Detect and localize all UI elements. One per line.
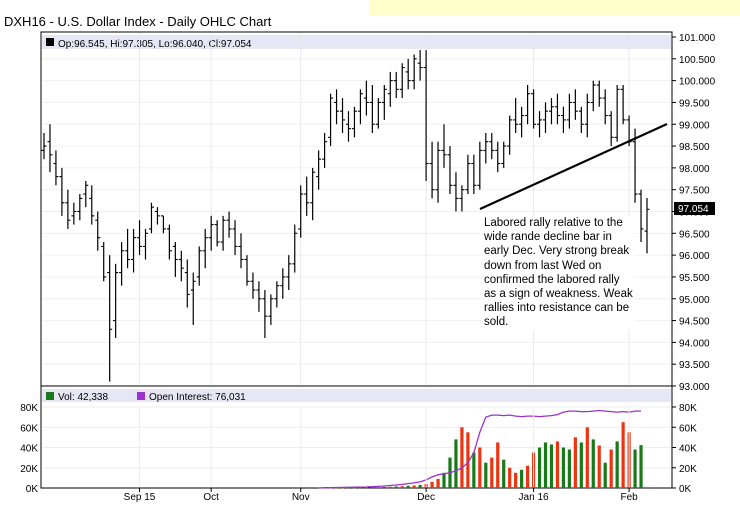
price-legend-text: Op:96.545, Hi:97.305, Lo:96.040, Cl:97.0… bbox=[58, 39, 252, 50]
volume-bar bbox=[394, 486, 398, 488]
volume-bar bbox=[639, 445, 643, 488]
volume-bar bbox=[561, 447, 566, 488]
volume-tick-label-left: 60K bbox=[20, 423, 38, 434]
volume-bar bbox=[508, 467, 512, 488]
volume-tick-label-right: 80K bbox=[679, 403, 697, 414]
price-tick-label: 93.500 bbox=[679, 360, 710, 371]
volume-bar bbox=[490, 457, 494, 488]
oi-legend-swatch bbox=[137, 392, 145, 400]
x-tick-label: Dec bbox=[417, 492, 435, 503]
x-axis-ticks: Sep 15 Oct Nov Dec Jan 16 Feb bbox=[124, 408, 638, 503]
volume-bar bbox=[454, 439, 458, 488]
price-bars bbox=[41, 50, 650, 382]
price-tick-label: 100.000 bbox=[679, 77, 716, 88]
price-tick-label: 99.000 bbox=[679, 120, 710, 131]
volume-bar bbox=[502, 459, 506, 488]
volume-bar bbox=[621, 422, 625, 488]
volume-legend-text: Vol: 42,338 bbox=[58, 392, 108, 403]
x-tick-label: Feb bbox=[620, 492, 638, 503]
volume-bar bbox=[609, 449, 613, 488]
volume-bar bbox=[585, 427, 589, 488]
volume-panel bbox=[40, 385, 673, 489]
volume-bar bbox=[543, 442, 548, 488]
volume-bar bbox=[370, 487, 374, 488]
price-tick-label: 93.000 bbox=[679, 382, 710, 393]
volume-legend-swatch bbox=[46, 392, 54, 400]
volume-legend-bar bbox=[42, 389, 671, 402]
volume-bar bbox=[496, 442, 500, 488]
volume-bar bbox=[382, 486, 386, 488]
price-axis-ticks: 93.000 93.500 94.000 94.500 95.000 95.500 96.0… bbox=[672, 33, 716, 393]
x-tick-label: Sep 15 bbox=[124, 492, 156, 503]
volume-bar bbox=[633, 449, 637, 488]
volume-tick-label-right: 0K bbox=[679, 484, 692, 495]
volume-bar bbox=[484, 462, 488, 488]
volume-bar bbox=[514, 472, 518, 488]
volume-bar bbox=[358, 487, 363, 489]
volume-bar bbox=[525, 465, 530, 488]
volume-bar bbox=[478, 447, 482, 488]
price-tick-label: 97.500 bbox=[679, 186, 710, 197]
volume-bar bbox=[579, 442, 583, 488]
price-tick-label: 96.500 bbox=[679, 229, 710, 240]
price-tick-label: 98.000 bbox=[679, 164, 710, 175]
volume-tick-label-left: 40K bbox=[20, 444, 38, 455]
volume-tick-label-right: 20K bbox=[679, 464, 697, 475]
chart-title: DXH16 - U.S. Dollar Index - Daily OHLC C… bbox=[4, 14, 272, 29]
volume-tick-label-right: 60K bbox=[679, 423, 697, 434]
volume-bar bbox=[472, 452, 476, 488]
x-tick-label: Nov bbox=[292, 492, 310, 503]
price-tick-label: 94.500 bbox=[679, 317, 710, 328]
trendline bbox=[479, 122, 668, 211]
volume-bar bbox=[364, 487, 368, 489]
volume-bar bbox=[573, 437, 577, 488]
price-tick-label: 95.500 bbox=[679, 273, 710, 284]
open-interest-line bbox=[318, 409, 642, 489]
volume-bar bbox=[615, 441, 619, 488]
volume-bar bbox=[466, 432, 470, 488]
volume-axis-ticks: 0K 0K 20K 20K 40K 40K 60K 60K 80K 80K bbox=[20, 403, 697, 495]
price-tick-label: 96.000 bbox=[679, 251, 710, 262]
last-price-box bbox=[674, 202, 715, 215]
volume-bar bbox=[352, 487, 357, 489]
price-legend-swatch bbox=[46, 38, 54, 46]
price-legend-bar bbox=[42, 35, 671, 49]
volume-bar bbox=[597, 445, 601, 488]
volume-bar bbox=[430, 481, 434, 488]
price-tick-label: 94.000 bbox=[679, 338, 710, 349]
volume-bar bbox=[460, 427, 464, 488]
volume-bar bbox=[520, 469, 524, 488]
volume-tick-label-left: 80K bbox=[20, 403, 38, 414]
x-tick-label: Oct bbox=[203, 492, 219, 503]
price-tick-label: 101.000 bbox=[679, 33, 716, 44]
volume-bar bbox=[418, 484, 422, 488]
volume-bar bbox=[412, 485, 416, 488]
volume-bar bbox=[436, 478, 440, 488]
price-tick-label: 100.500 bbox=[679, 55, 716, 66]
volume-gridlines bbox=[42, 406, 671, 469]
volume-bar bbox=[555, 441, 560, 488]
x-tick-label: Jan 16 bbox=[519, 492, 549, 503]
volume-bar bbox=[603, 462, 607, 488]
price-tick-label: 98.500 bbox=[679, 142, 710, 153]
volume-bar bbox=[406, 485, 410, 488]
volume-bar bbox=[537, 447, 542, 488]
oi-legend-text: Open Interest: 76,031 bbox=[149, 392, 246, 403]
volume-bar bbox=[376, 487, 380, 488]
volume-tick-label-left: 0K bbox=[26, 484, 39, 495]
volume-bar bbox=[388, 486, 392, 488]
volume-tick-label-left: 20K bbox=[20, 464, 38, 475]
price-tick-label: 95.000 bbox=[679, 295, 710, 306]
price-tick-label: 99.500 bbox=[679, 98, 710, 109]
last-price-label: 97.054 bbox=[678, 204, 709, 215]
price-panel bbox=[40, 31, 673, 387]
volume-bar bbox=[567, 449, 571, 488]
volume-bar bbox=[591, 439, 595, 488]
volume-tick-label-right: 40K bbox=[679, 444, 697, 455]
volume-bar bbox=[400, 486, 404, 488]
volume-bar bbox=[442, 472, 446, 488]
header-highlight-box bbox=[369, 0, 740, 16]
volume-bar bbox=[549, 444, 554, 488]
annotation-text: Labored rally relative to the wide rande… bbox=[484, 216, 634, 330]
